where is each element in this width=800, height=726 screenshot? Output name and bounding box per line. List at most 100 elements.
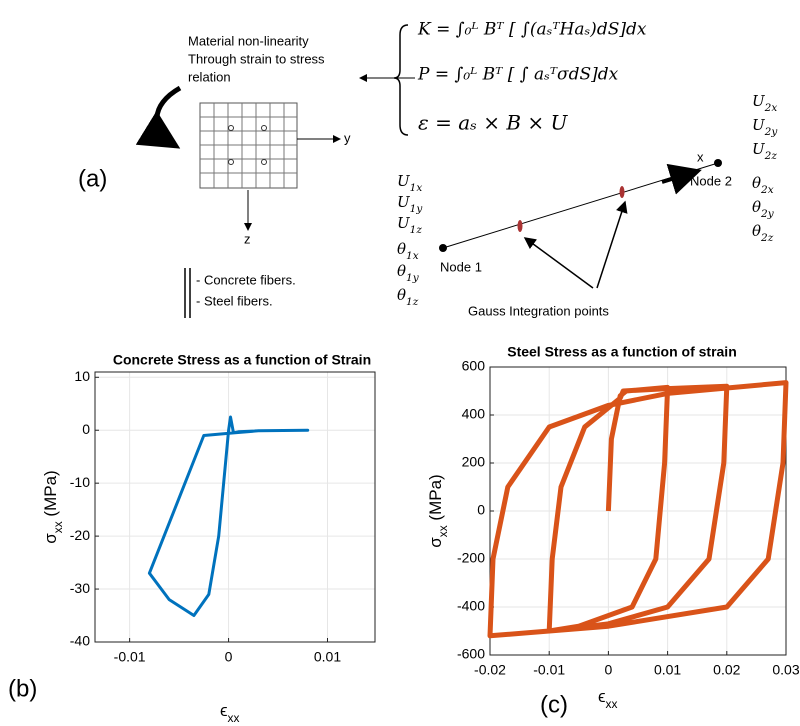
symbol: U — [752, 140, 766, 158]
chart-title: Concrete Stress as a function of Strain — [113, 352, 371, 368]
diagram: (a) Material non-linearity Through strai… — [78, 20, 732, 319]
symbol: θ — [397, 286, 406, 304]
unit: (MPa) — [41, 470, 60, 516]
y-tick-label: 10 — [74, 368, 90, 384]
subscript: 2y — [764, 126, 779, 138]
x-tick-label: -0.01 — [114, 649, 146, 665]
node — [714, 159, 722, 167]
subscript: xx — [436, 525, 450, 537]
y-tick-label: 400 — [462, 406, 486, 422]
dof-label: U2x — [752, 92, 777, 114]
y-tick-label: -600 — [457, 646, 485, 662]
gauss-point — [619, 186, 625, 198]
subscript: 1z — [410, 224, 423, 236]
note: Material non-linearity — [188, 33, 309, 48]
dof-label: U1y — [397, 193, 423, 215]
axis-label: z — [244, 231, 251, 246]
subscript: xx — [606, 697, 618, 711]
dof-label: θ2z — [752, 222, 774, 244]
symbol: ϵ — [598, 687, 606, 706]
data-line — [487, 380, 789, 639]
unit: (MPa) — [426, 474, 445, 520]
y-tick-label: -10 — [70, 474, 90, 490]
y-axis-label: σxx (MPa) — [41, 470, 65, 543]
subscript: 2x — [764, 102, 778, 114]
dof-label: θ2y — [752, 198, 775, 220]
y-tick-label: 0 — [82, 421, 90, 437]
y-tick-label: -400 — [457, 598, 485, 614]
fiber-grid — [200, 103, 297, 188]
symbol: σ — [426, 537, 445, 548]
x-tick-label: 0.01 — [654, 662, 681, 678]
dof-label: U2y — [752, 116, 778, 138]
x-axis-label: ϵxx — [598, 687, 617, 711]
y-tick-label: -20 — [70, 527, 90, 543]
plot-frame — [94, 371, 376, 643]
brace — [393, 24, 409, 136]
dof-label: θ1y — [397, 262, 420, 284]
plot-area — [94, 371, 376, 643]
dof-label: θ1x — [397, 240, 419, 262]
steel-fibers — [228, 125, 267, 165]
equation: ε = aₛ × B × U — [418, 111, 569, 135]
dof-label: U2z — [752, 140, 777, 162]
subscript: xx — [228, 711, 240, 725]
symbol: U — [397, 172, 411, 190]
symbol: θ — [752, 174, 761, 192]
y-tick-label: 200 — [462, 454, 486, 470]
note: Through strain to stress — [188, 51, 325, 66]
x-tick-label: 0 — [225, 649, 233, 665]
symbol: ϵ — [220, 701, 228, 720]
dof-label: θ2x — [752, 174, 774, 196]
x-arrow — [661, 163, 702, 195]
equation: P = ∫₀ᴸ Bᵀ [ ∫ aₛᵀσdS]dx — [417, 65, 619, 85]
symbol: U — [397, 214, 411, 232]
subscript: xx — [51, 521, 65, 533]
node-label: Node 2 — [690, 173, 732, 188]
note: relation — [188, 69, 231, 84]
x-tick-label: 0.01 — [314, 649, 341, 665]
panel-label: (a) — [78, 165, 107, 192]
symbol: θ — [397, 240, 406, 258]
equation: K = ∫₀ᴸ Bᵀ [ ∫(aₛᵀHaₛ)dS]dx — [417, 20, 647, 40]
axis-label: y — [344, 130, 351, 145]
x-tick-label: 0.02 — [713, 662, 740, 678]
subscript: 2z — [764, 150, 778, 162]
symbol: U — [397, 193, 411, 211]
dof-label: U1z — [397, 214, 422, 236]
panel-label: (b) — [8, 675, 37, 702]
symbol: σ — [41, 533, 60, 544]
subscript: 1x — [406, 250, 419, 262]
y-tick-label: -40 — [70, 633, 90, 649]
gauss-point — [517, 220, 523, 232]
y-tick-label: 0 — [477, 502, 485, 518]
legend-entry: - Concrete fibers. — [196, 272, 296, 287]
subscript: 2x — [760, 184, 774, 196]
symbol: θ — [752, 222, 761, 240]
chart-title: Steel Stress as a function of strain — [507, 344, 737, 360]
x-tick-label: 0 — [605, 662, 613, 678]
panel-label: (c) — [540, 691, 568, 718]
subscript: 1x — [410, 182, 423, 194]
symbol: U — [752, 116, 766, 134]
y-axis-label: σxx (MPa) — [426, 474, 450, 547]
plot-frame — [489, 366, 787, 656]
subscript: 2z — [760, 232, 774, 244]
subscript: 1z — [406, 296, 419, 308]
y-tick-label: 600 — [462, 358, 486, 374]
node-label: Node 1 — [440, 259, 482, 274]
y-tick-label: -200 — [457, 550, 485, 566]
legend-bars — [184, 268, 191, 318]
data-line — [147, 415, 310, 617]
x-tick-label: 0.03 — [772, 662, 799, 678]
x-axis-label: ϵxx — [220, 701, 239, 725]
subscript: 1y — [410, 203, 424, 215]
legend-entry: - Steel fibers. — [196, 293, 273, 308]
subscript: 1y — [406, 272, 420, 284]
gauss-label: Gauss Integration points — [468, 303, 609, 318]
symbol: U — [752, 92, 766, 110]
axis-label: x — [697, 149, 704, 164]
pointer-arrow — [523, 237, 594, 289]
symbol: θ — [397, 262, 406, 280]
